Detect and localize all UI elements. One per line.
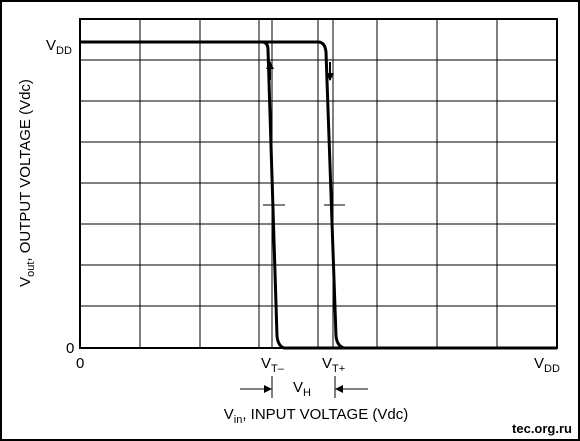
y-title: Vout, OUTPUT VOLTAGE (Vdc)	[17, 79, 37, 287]
y-top-label: VDD	[46, 37, 72, 57]
hysteresis-label: VH	[293, 379, 311, 399]
threshold-low: VT–	[261, 355, 285, 375]
grid	[80, 19, 557, 348]
x-end-label: VDD	[534, 355, 560, 375]
watermark: tec.org.ru	[512, 421, 572, 436]
x-zero-label: 0	[76, 355, 84, 372]
hysteresis-curve	[80, 40, 557, 350]
y-zero-label: 0	[66, 340, 74, 357]
x-title: Vin, INPUT VOLTAGE (Vdc)	[224, 406, 408, 426]
threshold-high: VT+	[322, 355, 345, 375]
